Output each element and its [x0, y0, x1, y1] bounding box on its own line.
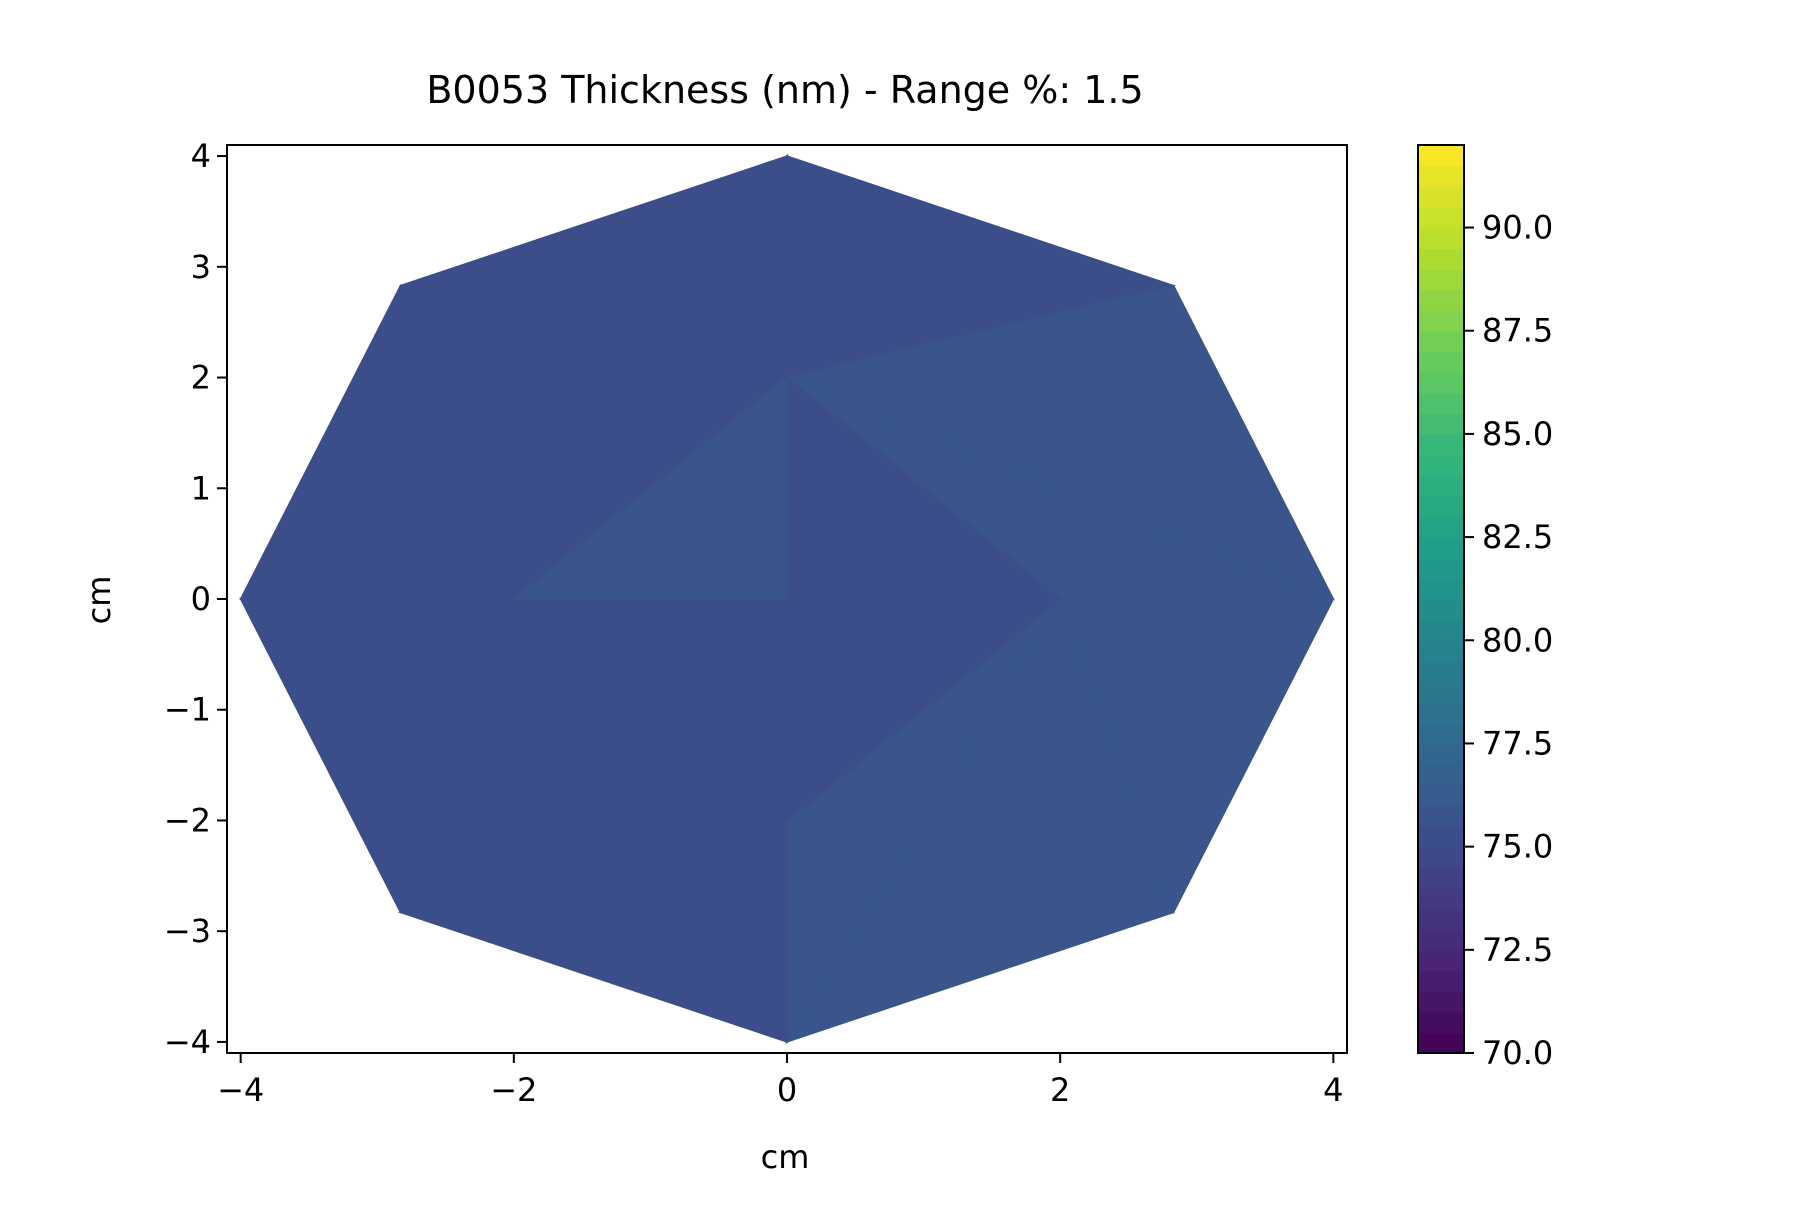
colorbar-band	[1418, 310, 1464, 332]
colorbar-band	[1418, 475, 1464, 497]
colorbar-band	[1418, 578, 1464, 600]
colorbar-tick-label: 77.5	[1482, 724, 1553, 762]
x-tick-label: 4	[1323, 1071, 1343, 1109]
colorbar-band	[1418, 227, 1464, 249]
colorbar-band	[1418, 743, 1464, 765]
contour-fill-layer	[239, 153, 1335, 1045]
colorbar-tick-label: 90.0	[1482, 209, 1553, 247]
colorbar-tick-label: 82.5	[1482, 518, 1553, 556]
x-tick-label: 0	[777, 1071, 797, 1109]
colorbar-tick-label: 72.5	[1482, 931, 1553, 969]
colorbar-band	[1418, 1011, 1464, 1034]
colorbar-band	[1418, 640, 1464, 662]
y-tick-label: −3	[164, 912, 211, 950]
x-axis-label: cm	[761, 1138, 810, 1176]
colorbar-band	[1418, 805, 1464, 827]
colorbar-band	[1418, 722, 1464, 745]
colorbar-tick-label: 75.0	[1482, 828, 1553, 866]
colorbar-tick-label: 70.0	[1482, 1034, 1553, 1072]
colorbar-band	[1418, 165, 1464, 188]
y-tick-label: 1	[191, 469, 211, 507]
y-tick-label: −4	[164, 1023, 211, 1061]
x-axis-ticks: −4 −2 0 2 4	[217, 1053, 1344, 1109]
colorbar-tick-label: 87.5	[1482, 312, 1553, 350]
colorbar-band	[1418, 557, 1464, 580]
colorbar-band	[1418, 206, 1464, 229]
colorbar-band	[1418, 392, 1464, 415]
colorbar-band	[1418, 660, 1464, 683]
colorbar-band	[1418, 516, 1464, 538]
colorbar-tick-label: 80.0	[1482, 621, 1553, 659]
chart-title: B0053 Thickness (nm) - Range %: 1.5	[426, 68, 1143, 112]
colorbar-band	[1418, 248, 1464, 270]
y-tick-label: 3	[191, 248, 211, 286]
colorbar-band	[1418, 599, 1464, 621]
colorbar-band	[1418, 289, 1464, 311]
colorbar-band	[1418, 454, 1464, 476]
colorbar-band	[1418, 846, 1464, 869]
colorbar-band	[1418, 186, 1464, 208]
colorbar-band	[1418, 702, 1464, 724]
colorbar-band	[1418, 929, 1464, 951]
colorbar-band	[1418, 433, 1464, 456]
y-axis-label: cm	[80, 576, 118, 625]
y-tick-label: 2	[191, 359, 211, 397]
colorbar-band	[1418, 537, 1464, 559]
colorbar-band	[1418, 619, 1464, 642]
colorbar-band	[1418, 681, 1464, 703]
colorbar-band	[1418, 887, 1464, 910]
contour-cell	[511, 375, 788, 600]
colorbar-band	[1418, 949, 1464, 972]
colorbar-tick-label: 85.0	[1482, 415, 1553, 453]
colorbar-band	[1418, 268, 1464, 291]
y-axis-ticks: 4 3 2 1 0 −1 −2 −3 −4	[164, 137, 227, 1061]
colorbar-band	[1418, 908, 1464, 930]
colorbar-band	[1418, 867, 1464, 889]
y-tick-label: −1	[164, 691, 211, 729]
colorbar-band	[1418, 826, 1464, 848]
y-tick-label: −2	[164, 801, 211, 839]
colorbar-band	[1418, 372, 1464, 394]
y-tick-label: 0	[191, 580, 211, 618]
x-tick-label: −4	[217, 1071, 264, 1109]
colorbar-band	[1418, 784, 1464, 807]
colorbar-band	[1418, 991, 1464, 1013]
colorbar-band	[1418, 764, 1464, 786]
colorbar-band	[1418, 970, 1464, 992]
colorbar-band	[1418, 330, 1464, 353]
colorbar-band	[1418, 495, 1464, 518]
x-tick-label: 2	[1050, 1071, 1070, 1109]
colorbar-border	[1417, 144, 1465, 1054]
colorbar-band	[1418, 351, 1464, 373]
colorbar-band	[1418, 145, 1464, 167]
y-tick-label: 4	[191, 137, 211, 175]
x-tick-label: −2	[490, 1071, 537, 1109]
colorbar-band	[1418, 413, 1464, 435]
colorbar-band	[1418, 1032, 1464, 1054]
colorbar: 70.0 72.5 75.0 77.5 80.0 82.5 85.0 87.5 90.0	[1417, 144, 1553, 1072]
